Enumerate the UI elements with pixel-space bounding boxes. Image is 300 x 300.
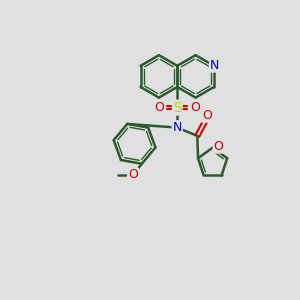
- Text: O: O: [128, 168, 138, 182]
- Text: O: O: [202, 109, 212, 122]
- Text: N: N: [172, 121, 182, 134]
- Text: N: N: [210, 59, 219, 72]
- Text: O: O: [214, 140, 224, 153]
- Text: S: S: [173, 100, 182, 115]
- Text: O: O: [155, 101, 164, 114]
- Text: O: O: [190, 101, 200, 114]
